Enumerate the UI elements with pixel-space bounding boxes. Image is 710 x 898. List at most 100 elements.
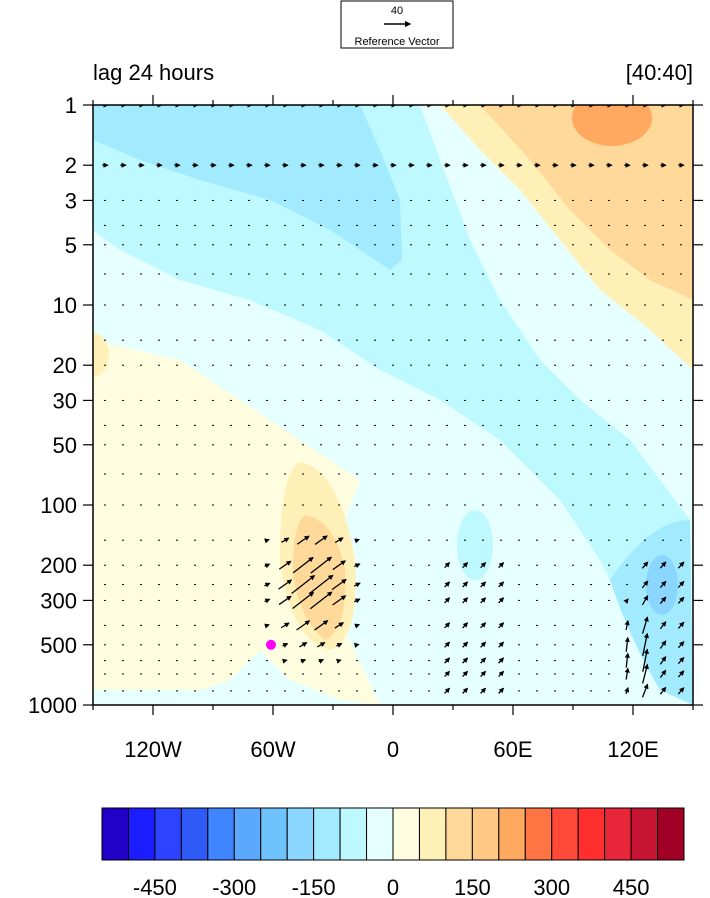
x-tick-label: 60W xyxy=(250,737,295,762)
wind-vector xyxy=(624,619,630,631)
y-tick-label: 50 xyxy=(53,433,77,458)
x-tick-label: 120E xyxy=(607,737,658,762)
wind-vector xyxy=(642,663,649,684)
wind-vector xyxy=(281,537,290,543)
contour-positive-100 xyxy=(480,105,693,300)
y-tick-label: 3 xyxy=(65,188,77,213)
wind-vector xyxy=(310,556,333,574)
wind-vector xyxy=(336,658,342,664)
colorbar-box xyxy=(551,807,579,861)
y-tick-label: 300 xyxy=(40,588,77,613)
colorbar-box xyxy=(127,807,156,861)
wind-vector xyxy=(332,595,347,606)
y-tick-label: 1 xyxy=(65,93,77,118)
colorbar-box xyxy=(286,807,315,861)
wind-vector xyxy=(332,560,347,571)
wind-vector xyxy=(641,595,649,606)
wind-vector xyxy=(641,616,649,634)
colorbar-label: 0 xyxy=(387,875,399,898)
wind-vector xyxy=(278,560,292,570)
wind-vector xyxy=(318,658,325,664)
wind-vector xyxy=(309,591,333,610)
wind-vector xyxy=(278,579,293,590)
wind-vector xyxy=(462,687,469,694)
colorbar-box xyxy=(657,807,685,861)
wind-vector xyxy=(677,670,685,678)
wind-vector xyxy=(462,670,469,677)
wind-vector xyxy=(659,580,667,589)
colorbar-box xyxy=(366,807,394,861)
wind-vector xyxy=(314,535,328,545)
wind-vector xyxy=(498,561,505,569)
wind-vector xyxy=(444,657,451,664)
wind-vector xyxy=(624,636,630,652)
wind-vector xyxy=(462,581,469,588)
colorbar-box xyxy=(101,807,129,861)
wind-vector xyxy=(677,580,685,589)
colorbar-label: 300 xyxy=(533,875,570,898)
contour-negative-150 xyxy=(93,105,402,270)
colorbar-label: -450 xyxy=(133,875,177,898)
right-title: [40:40] xyxy=(626,60,693,85)
wind-vector xyxy=(282,658,288,664)
wind-vector xyxy=(299,642,308,648)
y-tick-label: 2 xyxy=(65,153,77,178)
colorbar-box xyxy=(260,807,288,861)
wind-vector xyxy=(354,538,360,544)
wind-vector xyxy=(264,538,270,544)
wind-vector xyxy=(498,597,505,604)
wind-vector xyxy=(480,597,487,604)
colorbar-box xyxy=(498,807,526,861)
colorbar-box xyxy=(154,807,182,861)
wind-vector xyxy=(659,686,667,695)
contour-positive-50-left xyxy=(93,333,109,377)
contour-positive-100-mid xyxy=(292,515,346,640)
wind-vector xyxy=(264,563,271,569)
wind-vector xyxy=(624,686,630,695)
reference-vector-label: Reference Vector xyxy=(355,36,440,48)
wind-vector xyxy=(498,670,505,677)
left-title: lag 24 hours xyxy=(93,60,214,85)
wind-vector xyxy=(498,581,505,588)
wind-vector xyxy=(641,561,649,569)
y-tick-label: 5 xyxy=(65,233,77,258)
wind-vector xyxy=(462,641,469,648)
x-tick-label: 120W xyxy=(124,737,182,762)
colorbar-box xyxy=(392,807,420,861)
x-tick-label: 0 xyxy=(387,737,399,762)
wind-vector xyxy=(444,641,451,648)
wind-vector xyxy=(292,556,314,574)
wind-vector xyxy=(659,561,667,569)
wind-vector xyxy=(480,657,487,664)
wind-vector xyxy=(659,656,667,665)
wind-vector xyxy=(677,641,685,649)
colorbar-box xyxy=(471,807,500,861)
colorbar-box xyxy=(207,807,235,861)
y-tick-label: 1000 xyxy=(28,693,77,718)
wind-vector xyxy=(354,623,361,629)
colorbar-box xyxy=(233,807,262,861)
wind-vectors xyxy=(102,105,685,698)
wind-vector xyxy=(624,667,630,680)
wind-vector xyxy=(296,620,311,631)
wind-vector xyxy=(498,657,505,664)
wind-vector xyxy=(336,643,343,648)
contour-negative-100-mid xyxy=(457,510,493,580)
wind-vector xyxy=(444,670,451,677)
wind-vector xyxy=(659,669,667,678)
wind-vector xyxy=(331,578,347,591)
wind-vector xyxy=(677,561,685,569)
wind-vector xyxy=(334,622,345,629)
wind-vector xyxy=(659,621,667,630)
wind-vector xyxy=(480,622,487,629)
y-tick-label: 500 xyxy=(40,633,77,658)
colorbar-box xyxy=(313,807,341,861)
contour-positive-200 xyxy=(572,105,652,146)
wind-vector xyxy=(498,687,505,694)
colorbar-label: 450 xyxy=(613,875,650,898)
wind-vector xyxy=(296,535,310,545)
colorbar-box xyxy=(524,807,553,861)
wind-vector xyxy=(282,643,289,648)
wind-vector xyxy=(480,641,487,648)
